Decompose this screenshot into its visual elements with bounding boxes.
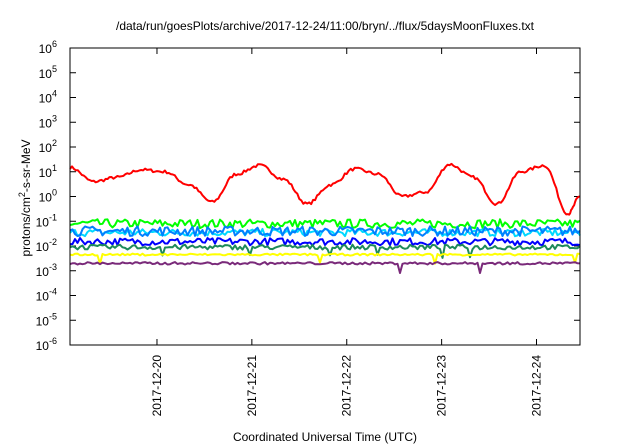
y-tick-label: 10-5: [36, 311, 57, 328]
y-tick-label: 10-1: [36, 212, 57, 229]
y-tick-label: 106: [39, 39, 57, 56]
y-axis-label-rest: -s-sr-MeV: [19, 139, 33, 192]
series-line-3: [69, 237, 581, 247]
y-tick-label: 101: [39, 163, 57, 180]
y-tick-label: 103: [39, 113, 57, 130]
y-tick-label: 105: [39, 64, 57, 81]
series-group: [69, 162, 581, 274]
y-tick-label: 10-3: [36, 262, 57, 279]
series-line-1: [69, 218, 581, 230]
y-tick-label: 10-6: [36, 336, 57, 353]
series-line-7: [69, 261, 581, 274]
y-axis-label-sup: 2: [17, 192, 27, 197]
y-axis-label: protons/cm2-s-sr-MeV: [17, 139, 33, 256]
plot-frame: [69, 47, 581, 346]
y-axis-label-main: protons/cm: [19, 197, 33, 256]
series-line-6: [69, 252, 581, 265]
x-axis-label: Coordinated Universal Time (UTC): [233, 430, 417, 444]
series-line-4: [69, 225, 581, 237]
y-tick-label: 104: [39, 89, 57, 106]
series-line-5: [69, 243, 581, 259]
x-ticks: 2017-12-20 2017-12-21 2017-12-22 2017-12-23…: [150, 48, 544, 416]
series-line-0: [69, 162, 581, 216]
y-tick-label: 10-4: [36, 287, 57, 304]
svg-text:protons/cm2-s-sr-MeV: protons/cm2-s-sr-MeV: [17, 139, 33, 256]
chart-title: /data/run/goesPlots/archive/2017-12-24/1…: [116, 19, 535, 33]
x-tick-label: 2017-12-24: [530, 355, 544, 417]
x-tick-label: 2017-12-23: [435, 355, 449, 417]
x-tick-label: 2017-12-21: [245, 355, 259, 417]
y-tick-label: 10-2: [36, 237, 57, 254]
y-ticks: 10-6 10-5 10-4 10-3 10-2 10-1 100 101 102 103 104 1…: [36, 39, 580, 353]
y-tick-label: 100: [39, 188, 57, 205]
x-tick-label: 2017-12-20: [150, 355, 164, 417]
x-tick-label: 2017-12-22: [340, 355, 354, 417]
y-tick-label: 102: [39, 138, 57, 155]
